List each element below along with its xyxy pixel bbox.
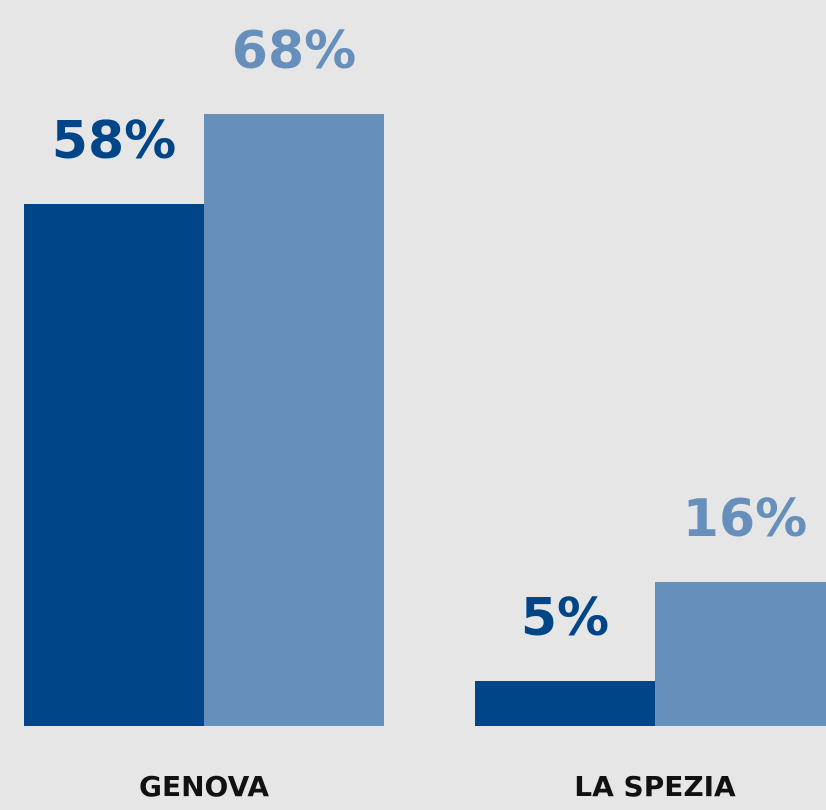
value-label: 16% <box>683 489 807 549</box>
value-label: 68% <box>232 21 356 81</box>
bar <box>204 114 384 726</box>
bar <box>475 681 655 726</box>
value-label: 5% <box>521 588 609 648</box>
value-label: 58% <box>52 111 176 171</box>
bar <box>655 582 826 726</box>
category-label: GENOVA <box>139 770 269 803</box>
category-label: LA SPEZIA <box>574 770 736 803</box>
bar <box>24 204 204 726</box>
